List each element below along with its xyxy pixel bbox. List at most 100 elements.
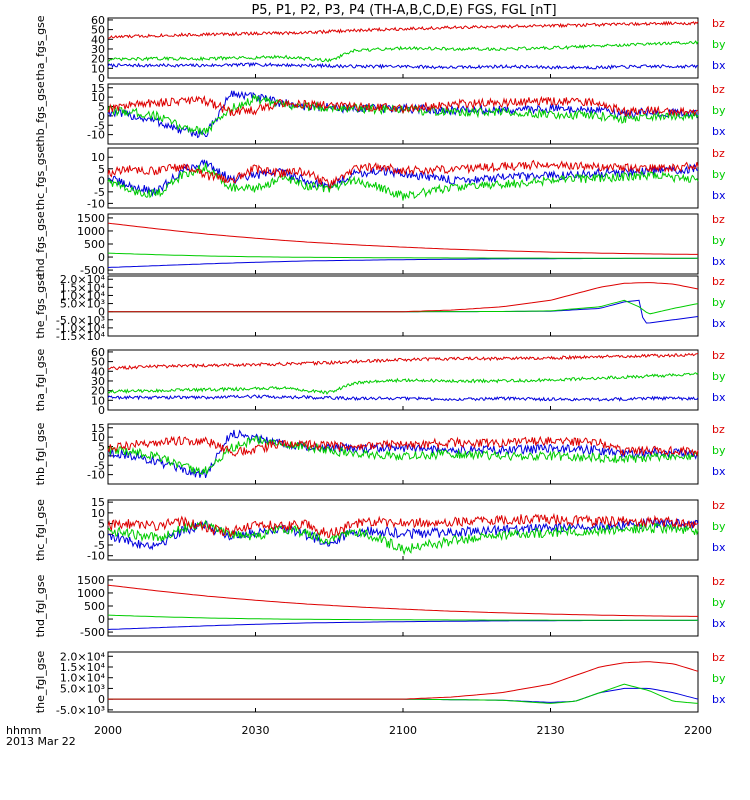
y-tick-label: 5 [98,101,105,114]
series-line-by [107,252,698,259]
legend-by: by [712,444,726,457]
y-tick-label: -5 [94,539,105,552]
legend-bx: bx [712,693,726,706]
y-tick-label: 15 [91,82,105,95]
y-tick-label: 1.5×10⁴ [60,281,106,294]
series-line-by [107,372,699,395]
y-tick-label: -500 [80,626,105,639]
series-line-by [107,519,699,556]
y-axis-label: thc_fgs_gse [34,146,47,211]
y-tick-label: 10 [91,151,105,164]
series-line-bx [107,61,699,70]
y-tick-label: 30 [91,43,105,56]
y-tick-label: 0 [98,174,105,187]
series-line-bz [108,282,699,313]
y-tick-label: 1000 [77,225,105,238]
series-line-bz [107,584,698,617]
y-tick-label: 5 [98,518,105,531]
y-tick-label: 0 [98,72,105,85]
panel-frame [107,213,699,275]
y-tick-label: 0 [98,251,105,264]
y-tick-label: -500 [80,264,105,277]
panel-frame [107,17,699,79]
y-tick-label: 500 [84,238,105,251]
y-tick-label: -10 [87,129,105,142]
series-line-by [107,614,698,621]
legend-bx: bx [712,317,726,330]
legend-bx: bx [712,541,726,554]
y-tick-label: 2.0×10⁴ [60,650,106,663]
legend-bz: bz [712,83,725,96]
legend-bx: bx [712,125,726,138]
y-axis-label: tha_fgs_gse [34,15,47,80]
series-line-by [107,93,699,136]
y-tick-label: 1.0×10⁴ [60,289,106,302]
y-axis-label: thb_fgs_gse [34,81,47,147]
y-tick-label: -5 [94,459,105,472]
y-tick-label: 0 [98,306,105,319]
x-tick-label: 2130 [537,724,565,737]
y-tick-label: 40 [91,365,105,378]
y-tick-label: 50 [91,24,105,37]
y-tick-label: 15 [91,422,105,435]
legend-bx: bx [712,391,726,404]
y-tick-label: 60 [91,346,105,359]
legend-bz: bz [712,17,725,30]
legend-bz: bz [712,423,725,436]
series-line-bx [107,257,699,268]
y-tick-label: 1.5×10⁴ [60,661,106,674]
legend-bz: bz [712,213,725,226]
x-tick-label: 2030 [242,724,270,737]
y-tick-label: -10 [87,550,105,563]
y-tick-label: 5.0×10³ [60,682,105,695]
series-line-bz [107,94,699,117]
series-line-bz [108,661,699,700]
legend-by: by [712,38,726,51]
x-tick-label: 2200 [684,724,712,737]
series-line-bx [108,687,699,703]
y-tick-label: -1.0×10⁴ [56,322,106,335]
series-line-by [108,683,699,704]
y-tick-label: -10 [87,197,105,210]
y-tick-label: 5.0×10³ [60,298,105,311]
legend-by: by [712,370,726,383]
y-tick-label: 5 [98,163,105,176]
panel-the_fgs_gse: 2.0×10⁴1.5×10⁴1.0×10⁴5.0×10³0-5.0×10³-1.… [34,273,726,343]
y-tick-label: 20 [91,53,105,66]
legend-bz: bz [712,575,725,588]
legend-bz: bz [712,349,725,362]
y-tick-label: 20 [91,385,105,398]
y-tick-label: 0 [98,613,105,626]
y-tick-label: 500 [84,600,105,613]
legend-bx: bx [712,189,726,202]
y-tick-label: 40 [91,33,105,46]
y-tick-label: 0 [98,528,105,541]
legend-bz: bz [712,147,725,160]
y-tick-label: -1.5×10⁴ [56,330,106,343]
x-axis-label-line: 2013 Mar 22 [6,735,76,748]
y-axis-label: thb_fgl_gse [34,422,47,485]
y-tick-label: 0 [98,110,105,123]
series-line-bz [107,159,699,189]
legend-by: by [712,296,726,309]
y-tick-label: 1500 [77,212,105,225]
legend-bx: bx [712,255,726,268]
panel-frame [107,83,699,145]
y-tick-label: -5 [94,119,105,132]
y-tick-label: 30 [91,375,105,388]
y-tick-label: 15 [91,496,105,509]
y-tick-label: 0 [98,693,105,706]
series-line-bz [107,352,699,371]
legend-bz: bz [712,499,725,512]
y-tick-label: 10 [91,394,105,407]
y-axis-label: thd_fgs_gse [34,211,47,277]
legend-by: by [712,520,726,533]
series-line-bx [107,619,699,630]
y-tick-label: 10 [91,91,105,104]
legend-by: by [712,672,726,685]
